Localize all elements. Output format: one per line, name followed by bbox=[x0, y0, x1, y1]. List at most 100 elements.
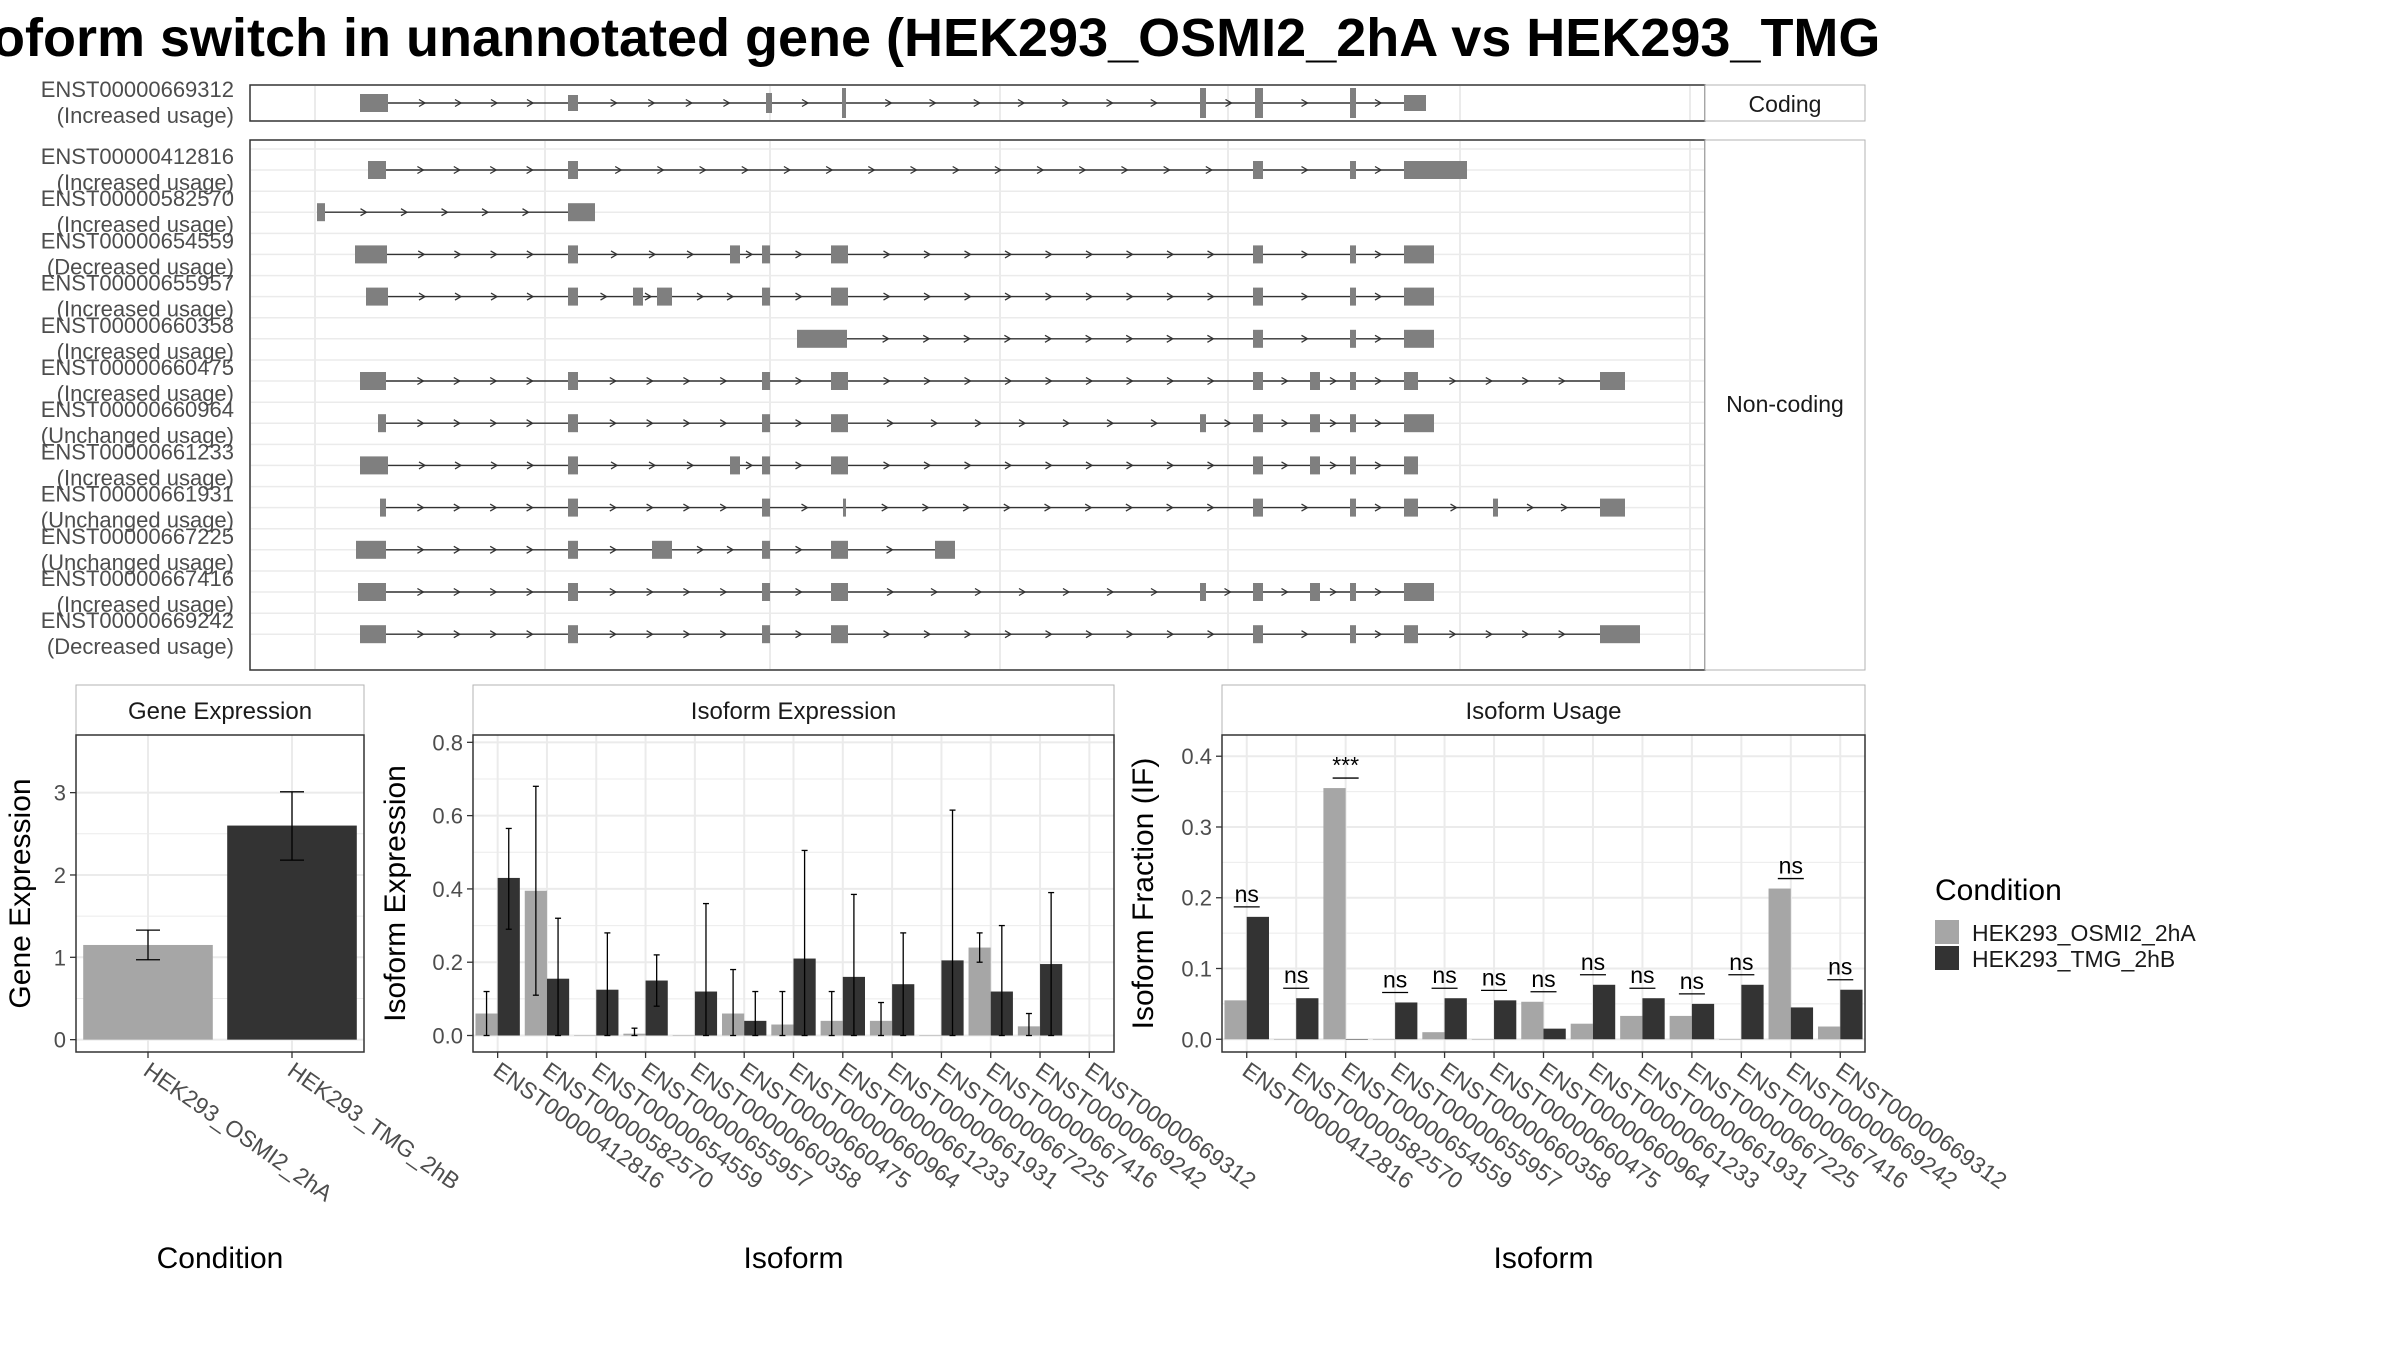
intron-arrow bbox=[1166, 334, 1175, 343]
significance-label: ns bbox=[1680, 968, 1704, 994]
intron-arrow bbox=[646, 630, 654, 639]
exon-block bbox=[568, 287, 578, 306]
intron-arrow bbox=[648, 461, 657, 470]
intron-arrow bbox=[795, 587, 803, 597]
exon-block bbox=[1350, 625, 1356, 644]
intron-arrow bbox=[783, 165, 792, 175]
bar bbox=[1570, 1023, 1593, 1040]
exon-block bbox=[568, 414, 578, 433]
coding-strip bbox=[1704, 84, 1866, 122]
bar bbox=[1691, 1003, 1715, 1040]
intron-arrow bbox=[1166, 503, 1174, 512]
exon-block bbox=[1253, 498, 1263, 517]
bar bbox=[574, 1035, 597, 1037]
transcript-model-669312 bbox=[360, 88, 1426, 118]
intron-arrow bbox=[696, 292, 705, 301]
transcript-id-label: ENST00000667225 bbox=[41, 524, 234, 549]
exon-block bbox=[831, 414, 848, 433]
panel-strip bbox=[1221, 684, 1866, 736]
intron-arrow bbox=[910, 165, 918, 175]
exon-block bbox=[1404, 329, 1434, 348]
intron-arrow bbox=[719, 587, 728, 597]
exon-block bbox=[1404, 161, 1467, 179]
intron-arrow bbox=[1004, 461, 1013, 470]
intron-arrow bbox=[1225, 98, 1233, 108]
bar bbox=[1768, 888, 1791, 1040]
intron-arrow bbox=[1125, 334, 1134, 343]
intron-arrow bbox=[453, 503, 462, 512]
intron-arrow bbox=[644, 292, 653, 301]
intron-arrow bbox=[453, 419, 462, 428]
bar bbox=[1642, 998, 1665, 1040]
bar bbox=[968, 947, 991, 1036]
intron-arrow bbox=[526, 419, 534, 428]
intron-arrow bbox=[1004, 250, 1013, 259]
exon-block bbox=[762, 372, 770, 390]
intron-arrow bbox=[1062, 419, 1071, 428]
intron-arrow bbox=[962, 503, 971, 512]
bar bbox=[1719, 1039, 1742, 1040]
exon-block bbox=[568, 498, 578, 517]
intron-arrow bbox=[1374, 461, 1383, 470]
intron-arrow bbox=[1045, 461, 1053, 470]
intron-arrow bbox=[1301, 630, 1309, 639]
intron-arrow bbox=[1166, 630, 1175, 639]
transcript-usage-label: (Decreased usage) bbox=[47, 254, 234, 279]
exon-block bbox=[730, 456, 740, 475]
intron-arrow bbox=[882, 334, 890, 343]
intron-arrow bbox=[1207, 334, 1215, 343]
intron-arrow bbox=[1374, 165, 1383, 175]
intron-arrow bbox=[795, 461, 803, 470]
intron-arrow bbox=[886, 587, 895, 597]
intron-arrow bbox=[1004, 630, 1013, 639]
bar bbox=[919, 1035, 942, 1037]
bar bbox=[1741, 984, 1764, 1040]
intron-arrow bbox=[973, 98, 982, 108]
intron-arrow bbox=[610, 461, 619, 470]
bar bbox=[497, 877, 520, 1036]
intron-arrow bbox=[1085, 376, 1094, 386]
exon-block bbox=[831, 287, 848, 306]
transcript-usage-label: (Increased usage) bbox=[57, 339, 234, 364]
significance-label: ns bbox=[1779, 853, 1803, 879]
intron-arrow bbox=[1374, 292, 1383, 301]
noncoding-strip-label: Non-coding bbox=[1726, 391, 1844, 417]
intron-arrow bbox=[1126, 292, 1134, 301]
intron-arrow bbox=[883, 292, 891, 301]
intron-arrow bbox=[417, 376, 425, 386]
transcript-model-412816 bbox=[368, 161, 1467, 179]
intron-arrow bbox=[526, 98, 535, 108]
intron-arrow bbox=[490, 292, 499, 301]
figure-title: oform switch in unannotated gene (HEK293… bbox=[0, 8, 1880, 68]
intron-arrow bbox=[526, 630, 534, 639]
transcript-id-label: ENST00000669242 bbox=[41, 608, 234, 633]
intron-arrow bbox=[719, 419, 728, 428]
intron-arrow bbox=[1166, 461, 1175, 470]
exon-block bbox=[356, 540, 386, 559]
y-tick-label: 3 bbox=[54, 781, 66, 806]
y-tick-label: 0.2 bbox=[1181, 886, 1212, 911]
intron-arrow bbox=[1301, 503, 1309, 512]
intron-arrow bbox=[417, 165, 425, 175]
intron-arrow bbox=[441, 208, 449, 217]
exon-block bbox=[1253, 414, 1263, 433]
intron-arrow bbox=[609, 545, 618, 554]
intron-arrow bbox=[1558, 376, 1566, 386]
intron-arrow bbox=[1004, 334, 1012, 343]
significance-label: ns bbox=[1432, 962, 1456, 988]
transcript-model-667416 bbox=[358, 583, 1434, 601]
intron-arrow bbox=[1150, 98, 1159, 108]
intron-arrow bbox=[1374, 334, 1383, 343]
exon-block bbox=[762, 625, 770, 644]
intron-arrow bbox=[489, 630, 498, 639]
intron-arrow bbox=[609, 419, 618, 428]
exon-block bbox=[762, 456, 770, 475]
exon-block bbox=[366, 287, 388, 306]
bar bbox=[1224, 1000, 1247, 1040]
exon-block bbox=[1600, 498, 1625, 517]
intron-arrow bbox=[1450, 503, 1458, 512]
intron-arrow bbox=[489, 419, 498, 428]
exon-block bbox=[1404, 414, 1434, 433]
intron-arrow bbox=[1044, 334, 1053, 343]
intron-arrow bbox=[453, 545, 462, 554]
